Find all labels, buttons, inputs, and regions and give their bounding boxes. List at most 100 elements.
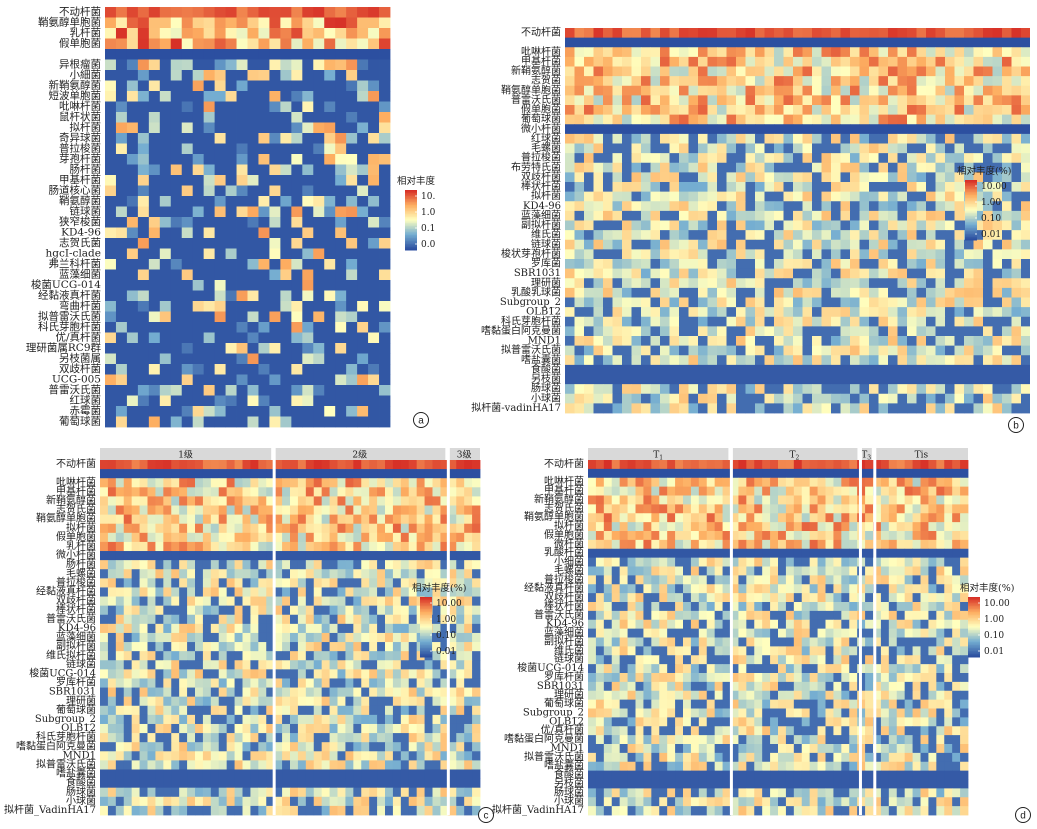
heatmap-cell	[641, 374, 651, 385]
heatmap-cell	[392, 687, 402, 698]
heatmap-cell	[850, 374, 860, 385]
heatmap-cell	[821, 316, 832, 327]
heatmap-cell	[353, 687, 362, 698]
heatmap-cell	[266, 623, 275, 634]
heatmap-cell	[416, 578, 425, 588]
heatmap-cell	[250, 460, 259, 470]
heatmap-cell	[1011, 153, 1022, 164]
heatmap-cell	[137, 248, 150, 260]
heatmap-cell	[258, 778, 267, 789]
heatmap-cell	[698, 384, 708, 395]
heatmap-cell	[361, 469, 370, 479]
heatmap-cell	[225, 259, 237, 270]
heatmap-cell	[416, 660, 425, 670]
heatmap-cell	[812, 37, 822, 48]
heatmap-cell	[291, 385, 303, 396]
heatmap-cell	[472, 660, 481, 670]
heatmap-cell	[324, 206, 336, 218]
heatmap-cell	[973, 114, 984, 125]
heatmap-cell	[234, 605, 243, 616]
heatmap-cell	[357, 311, 369, 323]
heatmap-cell	[107, 505, 117, 516]
heatmap-cell	[850, 172, 860, 183]
heatmap-cell	[669, 191, 680, 202]
heatmap-cell	[369, 714, 378, 725]
heatmap-cell	[392, 523, 402, 534]
heatmap-cell	[214, 395, 226, 407]
heatmap-cell	[612, 133, 623, 144]
heatmap-cell	[170, 322, 183, 333]
heatmap-cell	[155, 569, 164, 579]
heatmap-cell	[385, 687, 394, 698]
heatmap-cell	[802, 153, 813, 164]
heatmap-cell	[593, 297, 604, 308]
heatmap-cell	[660, 37, 670, 48]
heatmap-cell	[973, 105, 984, 116]
heatmap-cell	[126, 59, 139, 71]
heatmap-cell	[869, 28, 879, 39]
heatmap-cell	[408, 632, 418, 643]
heatmap-cell	[745, 37, 756, 48]
heatmap-cell	[234, 642, 243, 652]
heatmap-cell	[992, 268, 1003, 279]
heatmap-cell	[313, 185, 325, 197]
heatmap-cell	[324, 227, 336, 239]
heatmap-cell	[764, 230, 775, 241]
heatmap-cell	[305, 578, 315, 588]
heatmap-cell	[195, 778, 204, 789]
heatmap-cell	[472, 742, 481, 752]
heatmap-cell	[369, 632, 378, 643]
heatmap-cell	[171, 578, 180, 588]
heatmap-cell	[812, 220, 822, 231]
heatmap-cell	[831, 47, 841, 58]
heatmap-cell	[105, 80, 117, 92]
heatmap-cell	[831, 307, 841, 318]
heatmap-cell	[242, 478, 251, 488]
heatmap-cell	[266, 551, 275, 561]
heatmap-cell	[983, 249, 993, 260]
heatmap-cell	[755, 239, 765, 250]
heatmap-cell	[707, 124, 718, 135]
heatmap-cell	[840, 114, 851, 125]
heatmap-cell	[335, 164, 347, 176]
heatmap-cell	[612, 278, 623, 289]
heatmap-cell	[650, 153, 661, 164]
heatmap-cell	[258, 217, 270, 228]
heatmap-cell	[115, 523, 125, 534]
heatmap-cell	[1011, 191, 1022, 202]
heatmap-cell	[210, 523, 220, 534]
heatmap-cell	[305, 614, 315, 625]
heatmap-cell	[203, 164, 216, 176]
heatmap-cell	[945, 47, 955, 58]
heatmap-cell	[821, 182, 832, 193]
heatmap-cell	[574, 66, 585, 77]
heatmap-cell	[225, 217, 237, 228]
heatmap-cell	[225, 59, 237, 71]
heatmap-cell	[346, 17, 358, 29]
heatmap-cell	[717, 220, 727, 231]
heatmap-cell	[464, 769, 473, 779]
heatmap-cell	[831, 345, 841, 356]
heatmap-cell	[764, 355, 775, 366]
heatmap-cell	[291, 80, 303, 92]
heatmap-cell	[1011, 355, 1022, 366]
heatmap-cell	[612, 287, 623, 298]
heatmap-cell	[432, 487, 441, 497]
heatmap-cell	[802, 355, 813, 366]
heatmap-cell	[210, 541, 220, 552]
heatmap-cell	[565, 56, 575, 67]
heatmap-cell	[115, 496, 125, 506]
heatmap-cell	[313, 364, 325, 375]
heatmap-cell	[448, 578, 457, 588]
heatmap-cell	[1002, 37, 1012, 48]
heatmap-cell	[115, 416, 128, 428]
heatmap-cell	[679, 278, 689, 289]
heatmap-cell	[831, 172, 841, 183]
heatmap-cell	[916, 172, 927, 183]
heatmap-cell	[214, 343, 226, 354]
heatmap-cell	[973, 56, 984, 67]
heatmap-cell	[593, 124, 604, 135]
heatmap-cell	[155, 469, 164, 479]
heatmap-cell	[123, 669, 133, 679]
heatmap-cell	[897, 220, 908, 231]
